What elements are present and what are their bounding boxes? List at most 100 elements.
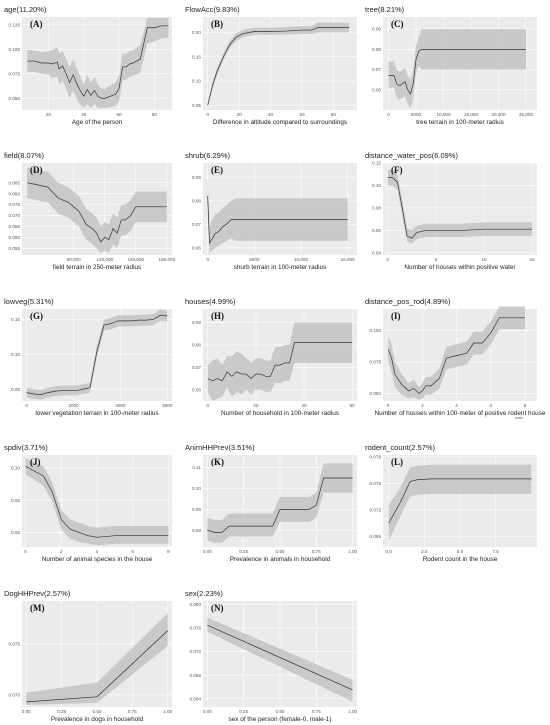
y-tick-label: 0.072 (190, 649, 202, 654)
y-tick-label: 0.06 (192, 387, 201, 392)
y-tick-label: 0.08 (192, 198, 201, 203)
x-tick-label: 20 (46, 112, 52, 117)
x-tick-label: 7.5 (492, 549, 499, 554)
x-tick-label: 0.00 (22, 709, 31, 714)
chart-title: field(8.07%) (4, 151, 45, 160)
y-tick-label: 0.06 (11, 530, 20, 535)
y-tick-label: 0.08 (372, 205, 381, 210)
y-tick-label: 0.080 (190, 602, 202, 607)
panel-label: (N) (211, 603, 224, 613)
x-tick-label: 20 (237, 112, 243, 117)
chart-title: distance_pos_rod(4.89%) (365, 297, 451, 306)
x-tick-label: 15,000 (464, 112, 478, 117)
x-tick-label: 0.25 (239, 549, 248, 554)
x-axis-label: shurb terrain in 100-meter radius (234, 264, 327, 271)
x-tick-label: 5000 (411, 112, 422, 117)
x-tick-label: 5000 (249, 257, 260, 262)
x-axis-label: sex of the person (female-0, male-1) (228, 716, 331, 723)
x-tick-label: 1.00 (348, 709, 357, 714)
y-tick-label: 0.085 (9, 180, 21, 185)
confidence-band (207, 617, 353, 702)
chart-title: spdiv(3.71%) (4, 443, 48, 452)
y-tick-label: 0.08 (192, 343, 201, 348)
x-tick-label: 5 (435, 257, 438, 262)
chart-title: sex(2.23%) (185, 589, 223, 598)
x-tick-label: 25,000 (519, 112, 533, 117)
x-tick-label: 4000 (115, 403, 126, 408)
chart-panel-11: 0.08 0.09 0.10 0.11 0.00 0.25 0.50 0.75 1.00 Anim… (185, 443, 358, 563)
confidence-band (207, 22, 350, 108)
panel-label: (K) (211, 457, 224, 467)
x-tick-label: 10 (482, 257, 488, 262)
x-tick-label: 0.00 (203, 549, 212, 554)
y-tick-label: 0.09 (372, 27, 381, 32)
dependence-line (26, 314, 168, 396)
dependence-line (388, 48, 526, 95)
x-tick-label: 60 (116, 112, 122, 117)
y-tick-label: 0.125 (9, 22, 21, 27)
x-axis-label: Difference in altitude compared to surro… (213, 119, 347, 126)
y-tick-label: 0.09 (192, 320, 201, 325)
x-tick-label: 1.00 (348, 549, 357, 554)
dependence-line (207, 624, 353, 691)
chart-panel-6: 0.04 0.06 0.08 0.10 0.12 0 5 10 15 distance_water… (365, 151, 537, 271)
dependence-line (387, 177, 533, 239)
x-tick-label: 0 (206, 257, 209, 262)
x-axis-label: Rodent count in the house (423, 556, 498, 563)
panel-label: (A) (30, 19, 43, 29)
x-tick-label: 0 (206, 112, 209, 117)
confidence-band (25, 458, 169, 546)
y-tick-label: 0.078 (370, 454, 382, 459)
x-tick-label: 20,000 (491, 112, 505, 117)
y-tick-label: 0.100 (370, 328, 382, 333)
x-axis-label: tree terrain in 100-meter radius (416, 119, 504, 126)
chart-title: houses(4.99%) (185, 297, 236, 306)
x-tick-label: 6000 (162, 403, 173, 408)
y-tick-label: 0.06 (192, 246, 201, 251)
x-tick-label: 0.0 (386, 549, 393, 554)
x-tick-label: 8 (167, 549, 170, 554)
x-tick-label: 180,000 (159, 257, 176, 262)
x-tick-label: 8 (524, 403, 527, 408)
x-tick-label: 6 (131, 549, 134, 554)
x-axis-label: field terrain in 250-meter radius (53, 264, 141, 271)
y-tick-label: 0.068 (190, 673, 202, 678)
y-tick-label: 0.09 (192, 507, 201, 512)
x-tick-label: 0.50 (276, 549, 285, 554)
panel-label: (M) (30, 603, 45, 613)
y-tick-label: 0.075 (9, 71, 21, 76)
chart-panel-7: 0.05 0.10 0.15 0 2000 4000 6000 lowveg(5.31%) (G… (4, 297, 173, 417)
chart-panel-1: 0.050 0.075 0.100 0.125 20 40 60 80 age(11.20%) (… (4, 5, 172, 126)
y-tick-label: 0.10 (372, 183, 381, 188)
x-axis-label: Prevalence in dogs in household (51, 716, 144, 723)
y-tick-label: 0.10 (192, 486, 201, 491)
y-tick-label: 0.04 (372, 250, 381, 255)
dependence-line (388, 478, 532, 524)
x-axis-label: Age of the person (72, 119, 123, 126)
x-tick-label: 10,000 (294, 257, 308, 262)
y-tick-label: 0.075 (370, 360, 382, 365)
panel-label: (D) (30, 165, 43, 175)
y-tick-label: 0.10 (192, 79, 201, 84)
x-tick-label: 0.75 (128, 709, 137, 714)
panel-label: (E) (211, 165, 223, 175)
x-tick-label: 6 (490, 403, 493, 408)
confidence-band (207, 322, 353, 401)
x-tick-label: 60 (299, 112, 305, 117)
y-tick-label: 0.06 (372, 228, 381, 233)
y-tick-label: 0.10 (11, 352, 20, 357)
confidence-band (27, 167, 167, 253)
chart-title: age(11.20%) (4, 5, 47, 14)
chart-title: DogHHPrev(2.57%) (4, 589, 71, 598)
x-tick-label: 0.00 (203, 709, 212, 714)
y-tick-label: 0.05 (11, 387, 20, 392)
y-tick-label: 0.15 (11, 317, 20, 322)
x-tick-label: 4 (96, 549, 99, 554)
chart-panel-10: 0.06 0.08 0.10 0 2 4 6 8 spdiv(3.71%) (J) Number o… (4, 443, 172, 563)
dependence-line (26, 630, 168, 703)
y-tick-label: 0.064 (190, 696, 202, 701)
x-tick-label: 150,000 (127, 257, 144, 262)
confidence-band (207, 463, 353, 543)
x-tick-label: 1.00 (163, 709, 172, 714)
